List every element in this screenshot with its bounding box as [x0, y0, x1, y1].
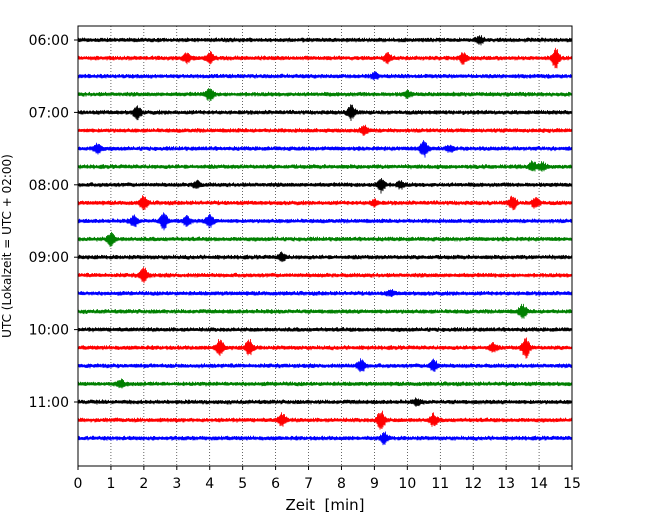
trace-line: [77, 212, 573, 231]
trace-line: [77, 195, 573, 211]
trace-line: [77, 267, 573, 284]
trace-line: [77, 289, 573, 298]
trace-line: [77, 231, 573, 247]
trace-line: [77, 378, 573, 389]
x-tick-label: 0: [74, 476, 83, 492]
trace-line: [77, 140, 573, 158]
x-axis-ticks: 0 1 2 3 4 5 6 7 8 9 10 11 12 13 14 15: [74, 466, 581, 492]
trace-line: [77, 410, 573, 430]
trace-line: [77, 337, 573, 359]
x-tick-label: 15: [563, 476, 581, 492]
trace-line: [77, 160, 573, 172]
trace-line: [77, 326, 573, 333]
x-tick-label: 3: [172, 476, 181, 492]
trace-line: [77, 88, 573, 102]
x-tick-label: 6: [271, 476, 280, 492]
y-tick-label: 08:00: [29, 178, 69, 194]
x-tick-label: 9: [370, 476, 379, 492]
x-tick-label: 11: [431, 476, 449, 492]
x-tick-label: 10: [398, 476, 416, 492]
y-axis-label: UTC (Lokalzeit = UTC + 02:00): [0, 154, 14, 338]
plot-frame: [77, 25, 573, 467]
trace-line: [77, 431, 573, 446]
y-tick-label: 11:00: [29, 395, 69, 411]
trace-line: [77, 178, 573, 194]
x-tick-label: 8: [337, 476, 346, 492]
x-tick-label: 14: [530, 476, 548, 492]
trace-line: [77, 124, 573, 136]
y-tick-label: 07:00: [29, 105, 69, 121]
trace-line: [77, 397, 573, 407]
y-tick-label: 09:00: [29, 250, 69, 266]
y-tick-label: 06:00: [29, 33, 69, 49]
trace-line: [77, 47, 573, 69]
trace-line: [77, 104, 573, 121]
y-tick-label: 10:00: [29, 323, 69, 339]
x-tick-label: 12: [464, 476, 482, 492]
x-tick-label: 2: [139, 476, 148, 492]
x-tick-label: 4: [205, 476, 214, 492]
x-tick-label: 1: [106, 476, 115, 492]
x-tick-label: 7: [304, 476, 313, 492]
x-tick-label: 5: [238, 476, 247, 492]
trace-line: [77, 303, 573, 319]
seismic-traces: [77, 35, 573, 446]
x-tick-label: 13: [497, 476, 515, 492]
trace-line: [77, 358, 573, 373]
trace-line: [77, 71, 573, 81]
x-axis-label: Zeit [min]: [285, 496, 364, 514]
grid-lines: [110, 26, 540, 466]
trace-line: [77, 251, 573, 263]
trace-line: [77, 35, 573, 46]
y-axis-ticks: 06:00 07:00 08:00 09:00 10:00 11:00: [29, 33, 78, 411]
